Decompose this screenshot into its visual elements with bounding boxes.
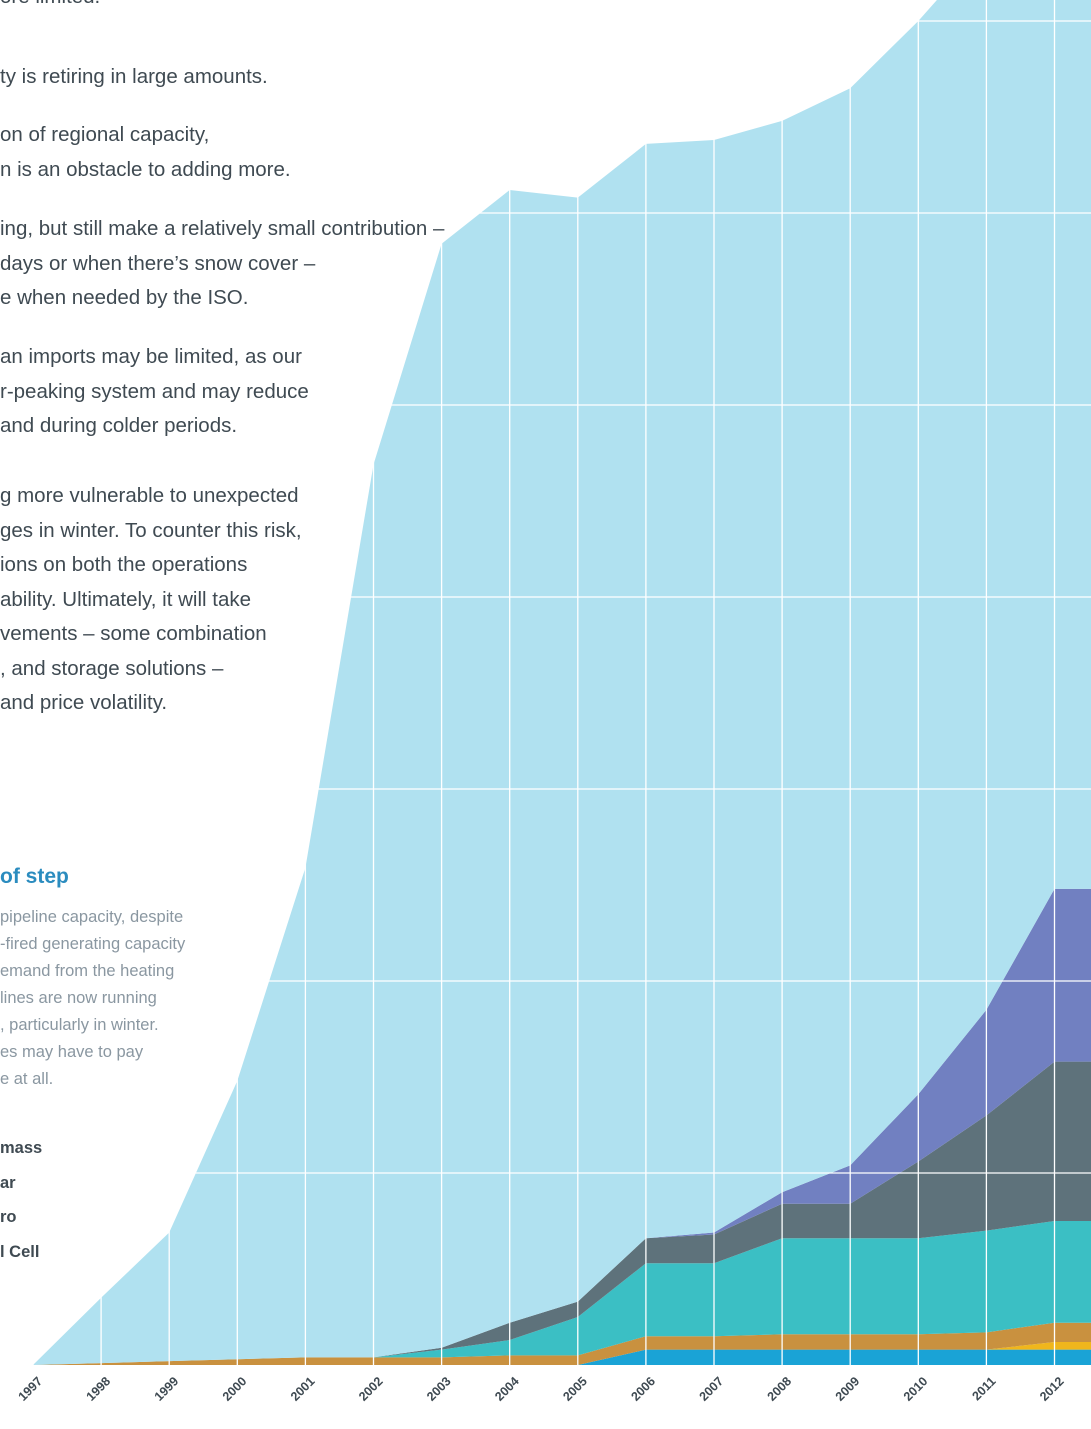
x-tick-label: 2008 — [765, 1374, 795, 1404]
sidebar-line: pipeline capacity, despite — [0, 908, 184, 926]
x-tick-label: 2010 — [901, 1374, 931, 1404]
sidebar-line: emand from the heating — [0, 962, 175, 980]
body-line: n is an obstacle to adding more. — [0, 157, 291, 181]
body-line: ions on both the operations — [0, 553, 248, 576]
legend-item: ar — [0, 1173, 16, 1192]
legend-item: l Cell — [0, 1242, 40, 1261]
sidebar-line: , particularly in winter. — [0, 1016, 159, 1034]
x-tick-label: 1998 — [84, 1374, 114, 1404]
body-line: on of regional capacity, — [0, 123, 210, 146]
body-line: an imports may be limited, as our — [0, 345, 302, 368]
body-line: vements – some combination — [0, 622, 267, 645]
x-tick-label: 2003 — [424, 1374, 454, 1404]
body-line: ability. Ultimately, it will take — [0, 587, 251, 611]
sidebar-title: of step — [0, 865, 69, 888]
grid-layer — [32, 0, 1091, 1365]
x-tick-label: 1997 — [16, 1374, 46, 1404]
area-series-6 — [33, 0, 1091, 1365]
body-line: , and storage solutions – — [0, 656, 224, 680]
body-line: ges in winter. To counter this risk, — [0, 518, 302, 542]
body-line: and price volatility. — [0, 691, 168, 714]
x-tick-label: 2004 — [492, 1374, 522, 1404]
area-series-2 — [33, 1322, 1091, 1365]
legend-item: mass — [0, 1139, 43, 1157]
body-line: ty is retiring in large amounts. — [0, 65, 268, 88]
sidebar-line: lines are now running — [0, 989, 157, 1007]
area-series-3 — [33, 1221, 1091, 1365]
x-tick-label: 2006 — [628, 1374, 658, 1404]
area-series-4 — [33, 1061, 1091, 1365]
x-tick-label: 2001 — [288, 1374, 318, 1404]
x-tick-label: 2007 — [697, 1374, 727, 1404]
area-layer — [33, 0, 1091, 1365]
body-line: e when needed by the ISO. — [0, 286, 249, 309]
area-series-0 — [33, 1349, 1091, 1365]
x-axis-ticks: 1997 1998 1999 2000 2001 2002 2003 2004 2005 2006… — [16, 1374, 1067, 1404]
sidebar-line: es may have to pay — [0, 1043, 144, 1061]
legend: mass ar ro l Cell — [0, 1136, 42, 1274]
x-tick-label: 2009 — [833, 1374, 863, 1404]
body-line: ing, but still make a relatively small c… — [0, 217, 445, 240]
x-tick-label: 2000 — [220, 1374, 250, 1404]
body-line: and during colder periods. — [0, 414, 238, 437]
x-tick-label: 2002 — [356, 1374, 386, 1404]
body-line: days or when there’s snow cover – — [0, 251, 316, 275]
sidebar-body: pipeline capacity, despite -fired genera… — [0, 904, 185, 1093]
x-tick-label: 2011 — [969, 1374, 998, 1403]
x-tick-label: 2012 — [1037, 1374, 1067, 1404]
body-line: r-peaking system and may reduce — [0, 379, 309, 403]
body-line: g more vulnerable to unexpected — [0, 484, 299, 507]
sidebar-line: -fired generating capacity — [0, 935, 186, 953]
body-line: ore limited. — [0, 0, 100, 15]
sidebar-line: e at all. — [0, 1070, 54, 1088]
x-tick-label: 2005 — [560, 1374, 590, 1404]
legend-item: ro — [0, 1208, 17, 1226]
x-tick-label: 1999 — [152, 1374, 182, 1404]
